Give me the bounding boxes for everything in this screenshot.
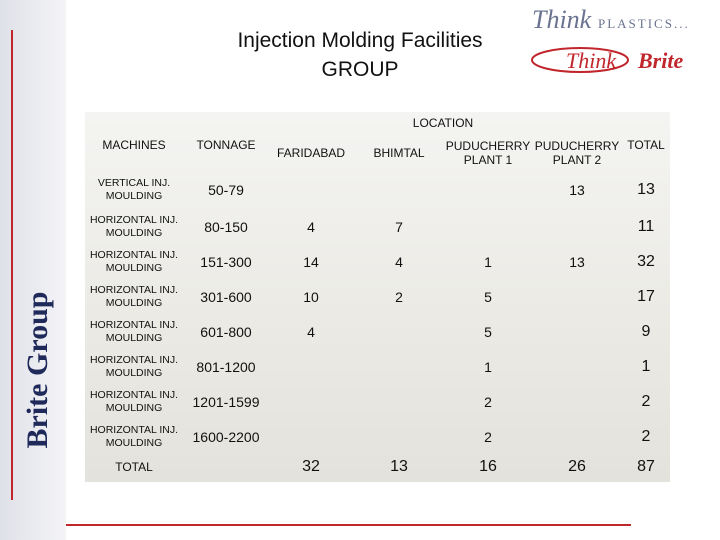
column-header: BHIMTAL [373,146,425,160]
tonnage: 50-79 [208,182,244,198]
tonnage: 1201-1599 [192,394,260,410]
count: 2 [395,289,403,305]
total-count: 26 [568,458,586,475]
count: 1 [484,359,492,375]
column-header: TOTAL [627,138,665,152]
count: 9 [641,323,651,340]
column-header: PUDUCHERRY PLANT 1 [445,139,531,167]
count: 2 [484,429,492,445]
machine-name: HORIZONTAL INJ. MOULDING [89,249,179,274]
count: 13 [637,181,655,198]
tonnage: 80-150 [204,219,248,235]
total-label: TOTAL [115,460,153,474]
title-line: Injection Molding Facilities [237,29,483,52]
count: 7 [395,219,403,235]
count: 4 [307,219,315,235]
count: 32 [637,253,655,270]
side-band [0,0,66,540]
logo-brite: Brite [637,48,683,73]
bottom-rule [66,524,631,526]
count: 17 [637,288,655,305]
location-header: LOCATION [412,116,474,130]
machine-name: HORIZONTAL INJ. MOULDING [89,214,179,239]
count: 13 [569,182,585,198]
total-count: 32 [302,458,320,475]
column-header: MACHINES [102,138,166,152]
machine-name: VERTICAL INJ. MOULDING [97,177,171,202]
count: 2 [641,393,651,410]
machine-name: HORIZONTAL INJ. MOULDING [89,319,179,344]
count: 13 [569,254,585,270]
tonnage: 1600-2200 [192,429,260,445]
red-rule [11,30,13,500]
count: 10 [303,289,319,305]
count: 5 [484,289,492,305]
machine-name: HORIZONTAL INJ. MOULDING [89,354,179,379]
column-header: FARIDABAD [276,146,346,160]
count: 14 [303,254,319,270]
count: 4 [307,324,315,340]
table-background [85,112,670,482]
machine-name: HORIZONTAL INJ. MOULDING [89,424,179,449]
tonnage: 601-800 [200,324,252,340]
total-count: 87 [637,458,655,475]
column-header: PUDUCHERRY PLANT 2 [534,139,620,167]
machine-name: HORIZONTAL INJ. MOULDING [89,284,179,309]
total-count: 13 [390,458,408,475]
count: 4 [395,254,403,270]
logo-swoosh [531,47,629,73]
title: Injection Molding Facilities GROUP [200,26,520,84]
title-line: GROUP [321,58,399,81]
count: 11 [637,218,655,235]
logo-think2: Think [566,48,617,73]
side-label: Brite Group [21,291,54,449]
tonnage: 151-300 [200,254,252,270]
tonnage: 801-1200 [196,359,256,375]
count: 2 [484,394,492,410]
machine-name: HORIZONTAL INJ. MOULDING [89,389,179,414]
logo-plastics: PLASTICS... [598,16,690,31]
count: 1 [484,254,492,270]
count: 5 [484,324,492,340]
count: 2 [641,428,651,445]
column-header: TONNAGE [196,138,256,152]
total-count: 16 [479,458,497,475]
count: 1 [641,358,651,375]
tonnage: 301-600 [200,289,252,305]
logo-think: Think [532,5,592,34]
logo: Think PLASTICS... Think Brite [531,5,690,73]
